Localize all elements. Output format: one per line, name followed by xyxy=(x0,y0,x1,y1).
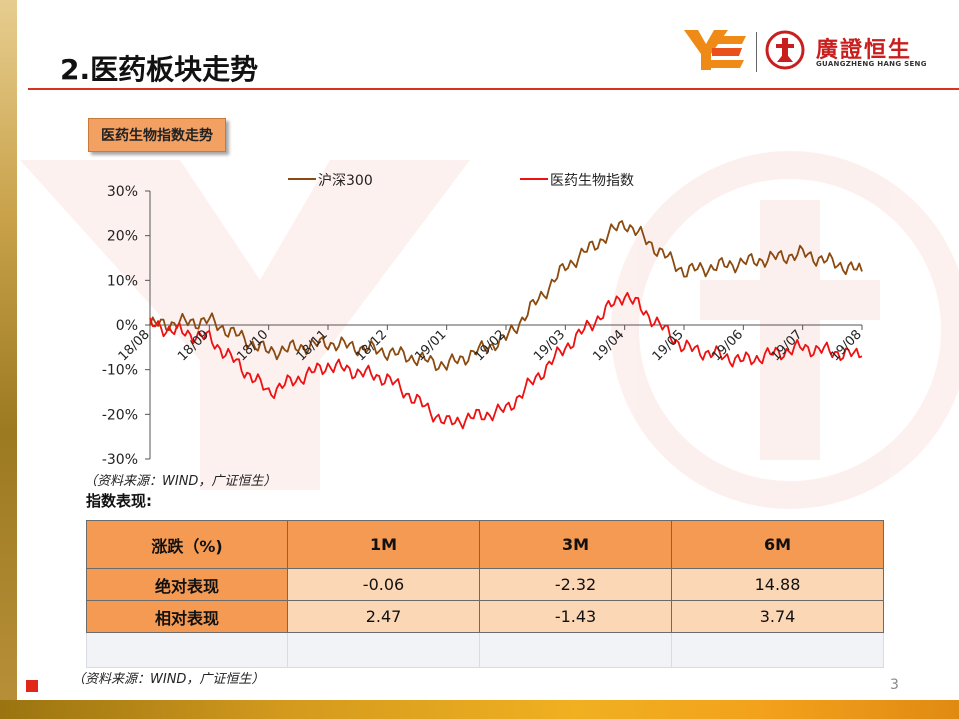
x-tick-label: 18/12 xyxy=(353,327,390,364)
header-cell: 1M xyxy=(286,520,481,569)
value-cell: -0.06 xyxy=(286,568,481,601)
header-cell: 涨跌（%) xyxy=(86,520,288,569)
x-tick-label: 19/03 xyxy=(531,327,568,364)
brand-name-en: GUANGZHENG HANG SENG xyxy=(816,60,927,68)
y-tick-label: -20% xyxy=(102,407,138,423)
value-cell: -2.32 xyxy=(479,568,673,601)
table-empty-row xyxy=(86,632,884,668)
empty-cell xyxy=(671,632,884,668)
table-source: （资料来源：WIND，广证恒生） xyxy=(72,672,265,687)
row-label: 相对表现 xyxy=(86,600,288,633)
y-tick-label: 30% xyxy=(107,184,138,200)
x-tick-label: 19/02 xyxy=(472,327,509,364)
legend-label: 沪深300 xyxy=(318,173,373,189)
chart-source: （资料来源：WIND，广证恒生） xyxy=(84,474,277,489)
table-row: 相对表现 2.47 -1.43 3.74 xyxy=(86,600,884,633)
y-tick-label: -10% xyxy=(102,363,138,379)
title-divider xyxy=(28,88,959,90)
x-tick-label: 18/09 xyxy=(175,327,212,364)
table-row: 绝对表现 -0.06 -2.32 14.88 xyxy=(86,568,884,601)
x-tick-label: 19/04 xyxy=(590,327,627,364)
line-chart: -30%-20%-10%0%10%20%30%18/08 18/09 18/10 18… xyxy=(102,173,865,468)
x-tick-label: 19/01 xyxy=(412,327,449,364)
logo-divider xyxy=(756,32,757,72)
value-cell: 3.74 xyxy=(671,600,884,633)
ye-logo-icon xyxy=(684,30,746,70)
y-tick-label: 10% xyxy=(107,273,138,289)
red-marker xyxy=(26,680,38,692)
chart-label: 医药生物指数走势 xyxy=(88,118,226,152)
value-cell: 14.88 xyxy=(671,568,884,601)
x-tick-label: 19/06 xyxy=(709,327,746,364)
empty-cell xyxy=(86,632,288,668)
seal-logo-icon xyxy=(765,30,805,70)
series-line xyxy=(149,220,863,372)
empty-cell xyxy=(479,632,673,668)
y-tick-label: 20% xyxy=(107,229,138,245)
header-cell: 3M xyxy=(479,520,673,569)
y-tick-label: -30% xyxy=(102,452,138,468)
performance-table: 涨跌（%) 1M 3M 6M 绝对表现 -0.06 -2.32 14.88 相对… xyxy=(86,520,884,668)
left-decor-bar xyxy=(0,0,17,719)
row-label: 绝对表现 xyxy=(86,568,288,601)
x-tick-label: 19/05 xyxy=(650,327,687,364)
value-cell: -1.43 xyxy=(479,600,673,633)
brand-name-cn: 廣證恒生 xyxy=(816,38,913,63)
bottom-decor-bar xyxy=(0,700,959,719)
page-number: 3 xyxy=(890,677,899,693)
value-cell: 2.47 xyxy=(286,600,481,633)
series-line xyxy=(149,291,863,430)
page-title: 2.医药板块走势 xyxy=(60,53,259,86)
x-tick-label: 19/08 xyxy=(828,327,865,364)
table-header-row: 涨跌（%) 1M 3M 6M xyxy=(86,520,884,569)
legend-label: 医药生物指数 xyxy=(550,173,634,189)
y-tick-label: 0% xyxy=(116,318,138,334)
performance-title: 指数表现: xyxy=(86,492,152,510)
header-cell: 6M xyxy=(671,520,884,569)
empty-cell xyxy=(286,632,481,668)
